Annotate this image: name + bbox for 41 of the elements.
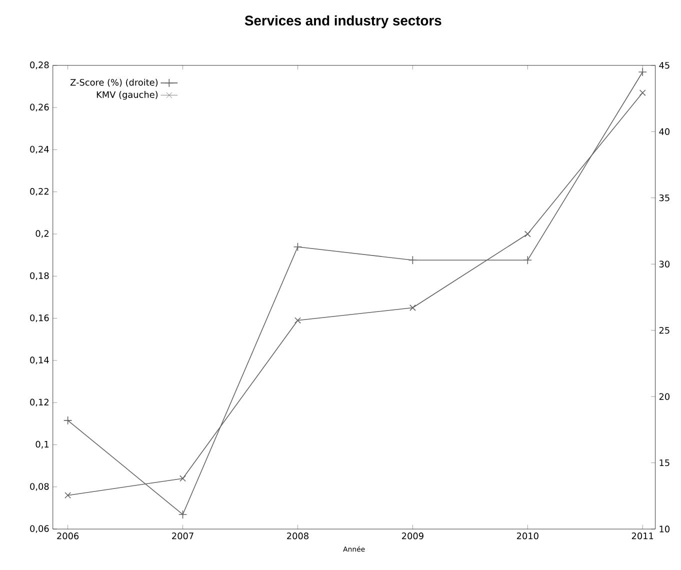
y-tick-label: 0,06 [30, 525, 49, 534]
y-tick-label: 0,28 [30, 62, 49, 70]
y2-tick-label: 35 [659, 194, 670, 202]
y2-tick-label: 25 [659, 327, 670, 334]
point [178, 510, 188, 519]
point [63, 416, 72, 425]
point [409, 304, 416, 312]
y-tick-label: 0,26 [30, 104, 49, 112]
x-tick-label: 2011 [632, 532, 654, 540]
y2-tick-label: 45 [659, 62, 670, 69]
x-tick-label: 2007 [172, 532, 194, 540]
y-tick-label: 0,2 [36, 230, 48, 238]
y-tick-label: 0,22 [30, 188, 48, 196]
point [408, 256, 418, 265]
y2-tick-label: 20 [659, 393, 670, 400]
point [523, 256, 532, 265]
legend-label: Z-Score (%) (droite) [70, 78, 158, 87]
y2-tick-label: 40 [659, 128, 670, 136]
x-tick-label: 2008 [287, 532, 308, 540]
point [180, 475, 186, 482]
y-tick-label: 0,24 [30, 146, 49, 154]
point [64, 492, 72, 499]
legend-label: KMV (gauche) [96, 91, 158, 100]
chart-title: Services and industry sectors [244, 15, 442, 28]
y-tick-label: 0,12 [30, 398, 48, 407]
y-tick-label: 0,08 [30, 483, 49, 491]
y2-tick-label: 30 [659, 260, 670, 268]
x-tick-label: 2006 [57, 532, 79, 540]
point [639, 90, 646, 96]
y-tick-label: 0,1 [36, 441, 49, 449]
y-tick-label: 0,14 [30, 356, 49, 364]
x-tick-label: 2010 [516, 532, 538, 540]
y2-tick-label: 10 [660, 526, 670, 533]
y-tick-label: 0,18 [30, 272, 49, 280]
y2-tick-label: 15 [660, 460, 670, 466]
point [294, 317, 301, 324]
point [293, 242, 302, 252]
x-tick-label: 2009 [402, 532, 424, 540]
point [638, 68, 647, 77]
y-tick-label: 0,16 [30, 314, 49, 322]
point [524, 230, 531, 238]
